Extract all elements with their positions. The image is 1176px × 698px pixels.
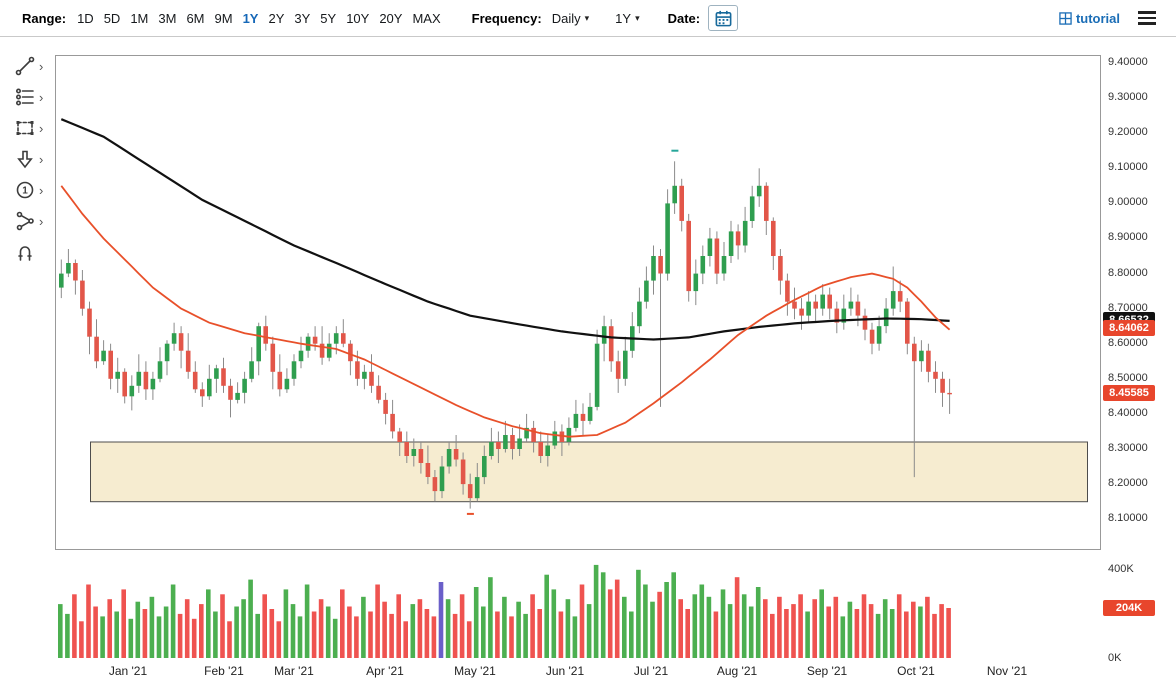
drawing-tools-sidebar: › › › › 1 › › xyxy=(0,38,54,264)
range-option-5d[interactable]: 5D xyxy=(99,9,126,28)
frequency-label: Frequency: xyxy=(471,10,542,26)
ma-long-line[interactable] xyxy=(60,118,950,341)
submenu-chevron-icon: › xyxy=(39,151,44,167)
volume-bars xyxy=(58,564,951,658)
range-option-9m[interactable]: 9M xyxy=(210,9,238,28)
range-option-max[interactable]: MAX xyxy=(407,9,445,28)
month-label: May '21 xyxy=(454,664,496,678)
shapes-tool-icon xyxy=(14,117,36,139)
month-label: Mar '21 xyxy=(274,664,314,678)
tutorial-label: tutorial xyxy=(1075,10,1120,26)
submenu-chevron-icon: › xyxy=(39,213,44,229)
range-option-5y[interactable]: 5Y xyxy=(315,9,341,28)
frequency-value: Daily xyxy=(551,10,581,26)
volume-axis[interactable]: 400K 0K 204K xyxy=(1103,560,1175,664)
magnet-tool-button[interactable] xyxy=(14,240,36,264)
period-select[interactable]: 1Y ▾ xyxy=(613,9,641,28)
volume-tick-label: 400K xyxy=(1108,563,1134,575)
price-tick-label: 9.00000 xyxy=(1108,196,1148,209)
range-option-20y[interactable]: 20Y xyxy=(374,9,407,28)
price-tick-label: 9.30000 xyxy=(1108,91,1148,104)
ma-short-line[interactable] xyxy=(60,185,951,438)
date-picker-button[interactable] xyxy=(708,5,739,31)
calendar-icon xyxy=(714,9,733,28)
menu-icon xyxy=(1138,11,1156,14)
more-tools-button[interactable]: › xyxy=(14,209,43,233)
range-option-1d[interactable]: 1D xyxy=(72,9,99,28)
range-label: Range: xyxy=(22,10,67,26)
month-label: Jun '21 xyxy=(545,664,585,678)
price-tick-label: 8.30000 xyxy=(1108,441,1148,454)
fibonacci-tool-icon xyxy=(14,86,36,108)
magnet-tool-icon xyxy=(14,241,36,263)
period-value: 1Y xyxy=(615,10,632,26)
price-tick-label: 9.10000 xyxy=(1108,161,1148,174)
price-tick-label: 9.20000 xyxy=(1108,126,1148,139)
range-option-3m[interactable]: 3M xyxy=(153,9,181,28)
more-tools-icon xyxy=(14,210,36,232)
month-label: Jan '21 xyxy=(108,664,148,678)
month-label: Aug '21 xyxy=(716,664,758,678)
price-tick-label: 8.60000 xyxy=(1108,336,1148,349)
month-label: Jul '21 xyxy=(633,664,669,678)
numbers-tool-button[interactable]: 1 › xyxy=(14,178,43,202)
trendline-tool-icon xyxy=(14,55,36,77)
arrows-tool-button[interactable]: › xyxy=(14,147,43,171)
range-option-2y[interactable]: 2Y xyxy=(263,9,289,28)
range-option-1m[interactable]: 1M xyxy=(125,9,153,28)
range-option-1y[interactable]: 1Y xyxy=(238,9,264,28)
price-tick-label: 8.40000 xyxy=(1108,406,1148,419)
time-axis[interactable]: Jan '21 Feb '21 Mar '21 Apr '21 May '21 Jun '… xyxy=(55,664,1101,686)
fibonacci-tool-button[interactable]: › xyxy=(14,85,43,109)
price-tick-label: 8.80000 xyxy=(1108,266,1148,279)
shapes-tool-button[interactable]: › xyxy=(14,116,43,140)
range-option-10y[interactable]: 10Y xyxy=(341,9,374,28)
submenu-chevron-icon: › xyxy=(39,58,44,74)
frequency-select[interactable]: Daily ▾ xyxy=(550,9,591,28)
ma-short-value-badge: 8.64062 xyxy=(1103,320,1155,337)
price-pane xyxy=(55,55,1101,550)
chevron-down-icon: ▾ xyxy=(584,12,590,23)
month-label: Apr '21 xyxy=(366,664,404,678)
chart-toolbar: Range: 1D 5D 1M 3M 6M 9M 1Y 2Y 3Y 5Y 10Y 20Y MAX Fre… xyxy=(0,0,1176,37)
tutorial-link[interactable]: tutorial xyxy=(1059,11,1120,26)
rectangle-annotation[interactable] xyxy=(90,441,1088,503)
month-label: Sep '21 xyxy=(806,664,848,678)
price-chart[interactable] xyxy=(56,56,1100,549)
submenu-chevron-icon: › xyxy=(39,120,44,136)
submenu-chevron-icon: › xyxy=(39,182,44,198)
month-label: Oct '21 xyxy=(897,664,935,678)
price-tick-label: 9.40000 xyxy=(1108,56,1148,69)
volume-value-badge: 204K xyxy=(1103,600,1155,617)
volume-tick-label: 0K xyxy=(1108,652,1122,664)
price-tick-label: 8.20000 xyxy=(1108,477,1148,490)
candles xyxy=(59,185,952,499)
arrows-tool-icon xyxy=(14,148,36,170)
trendline-tool-button[interactable]: › xyxy=(14,54,43,78)
submenu-chevron-icon: › xyxy=(39,89,44,105)
svg-text:1: 1 xyxy=(22,186,28,197)
price-axis[interactable]: 9.40000 9.30000 9.20000 9.10000 9.00000 8.900… xyxy=(1103,55,1175,550)
range-option-6m[interactable]: 6M xyxy=(181,9,209,28)
chevron-down-icon: ▾ xyxy=(635,12,640,23)
price-tick-label: 8.50000 xyxy=(1108,371,1148,384)
numbers-tool-icon: 1 xyxy=(14,179,36,201)
range-buttons: 1D 5D 1M 3M 6M 9M 1Y 2Y 3Y 5Y 10Y 20Y MAX xyxy=(72,9,446,28)
price-tick-label: 8.70000 xyxy=(1108,301,1148,314)
month-label: Feb '21 xyxy=(204,664,244,678)
range-option-3y[interactable]: 3Y xyxy=(289,9,315,28)
last-price-badge: 8.45585 xyxy=(1103,385,1155,402)
price-tick-label: 8.10000 xyxy=(1108,512,1148,525)
volume-chart[interactable] xyxy=(55,560,1101,658)
month-label: Nov '21 xyxy=(986,664,1028,678)
price-tick-label: 8.90000 xyxy=(1108,231,1148,244)
date-label: Date: xyxy=(667,10,701,26)
tutorial-grid-icon xyxy=(1059,11,1072,25)
menu-button[interactable] xyxy=(1134,7,1160,28)
